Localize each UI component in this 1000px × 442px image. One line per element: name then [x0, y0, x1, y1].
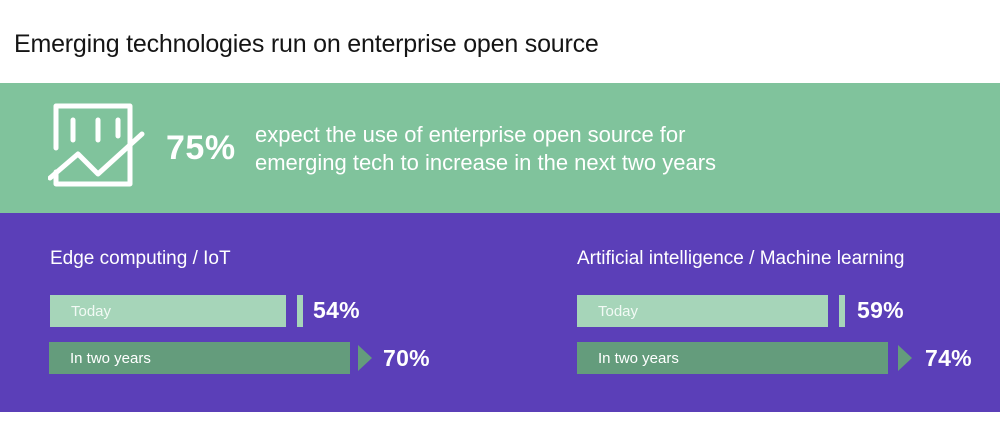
bar-label: In two years — [70, 349, 151, 367]
stats-panel: Edge computing / IoT Today 54% In two ye… — [0, 213, 1000, 412]
headline-line-2: emerging tech to increase in the next tw… — [255, 150, 717, 175]
bar-separator — [297, 295, 303, 327]
bar-separator — [839, 295, 845, 327]
value-today: 59% — [857, 297, 904, 323]
bar-in-two-years: In two years — [577, 342, 888, 374]
arrow-right-icon — [358, 345, 372, 371]
chart-growth-icon — [47, 98, 148, 188]
arrow-right-icon — [898, 345, 912, 371]
group-title: Edge computing / IoT — [50, 248, 231, 269]
group-title: Artificial intelligence / Machine learni… — [577, 248, 905, 269]
group-ai-ml: Artificial intelligence / Machine learni… — [577, 213, 997, 412]
page-title: Emerging technologies run on enterprise … — [14, 30, 599, 58]
value-in-two-years: 74% — [925, 345, 972, 371]
bar-today: Today — [50, 295, 286, 327]
headline-line-1: expect the use of enterprise open source… — [255, 122, 686, 147]
bar-label: Today — [71, 302, 112, 320]
bar-label: In two years — [598, 349, 679, 367]
value-in-two-years: 70% — [383, 345, 430, 371]
bar-in-two-years: In two years — [49, 342, 350, 374]
headline-percent: 75% — [166, 129, 236, 167]
headline-banner: 75% expect the use of enterprise open so… — [0, 83, 1000, 213]
bar-label: Today — [598, 302, 639, 320]
group-edge-computing: Edge computing / IoT Today 54% In two ye… — [49, 213, 470, 412]
headline-text: expect the use of enterprise open source… — [255, 121, 716, 177]
value-today: 54% — [313, 297, 360, 323]
bar-today: Today — [577, 295, 828, 327]
